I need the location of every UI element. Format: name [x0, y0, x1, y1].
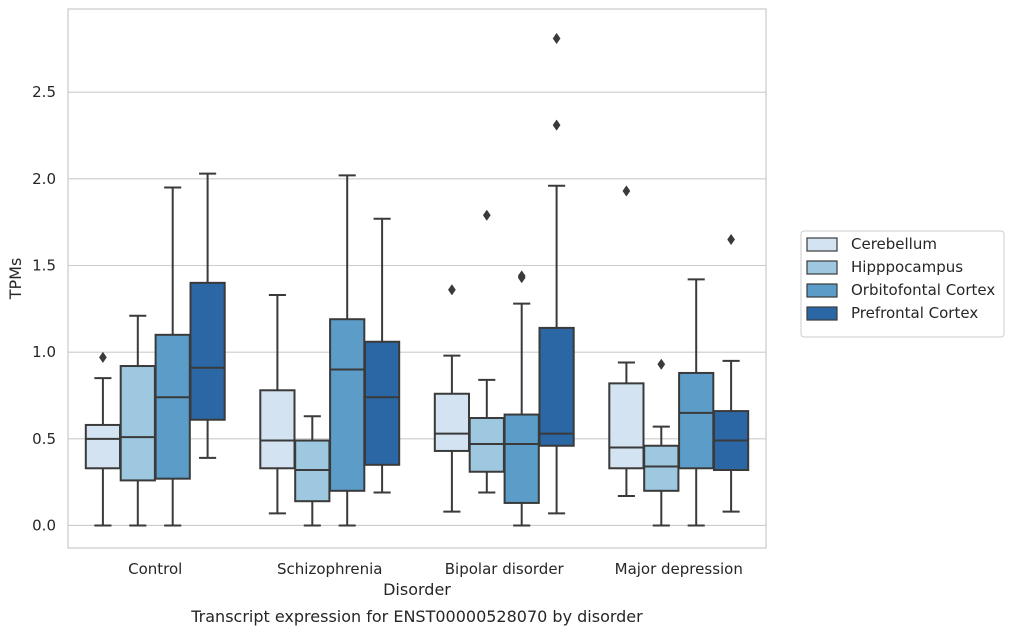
box-4-3 [538, 32, 575, 515]
box-body [329, 318, 366, 492]
box-4-1 [189, 172, 226, 459]
box-1-1 [84, 351, 122, 527]
outlier-point [552, 32, 561, 45]
legend: Cerebellum Hipppocampus Orbitofontal Corte… [800, 230, 1005, 338]
legend-label: Prefrontal Cortex [851, 304, 978, 322]
box-4-2 [363, 217, 401, 494]
legend-swatch [806, 306, 838, 321]
y-tick-label: 1.5 [32, 257, 56, 275]
legend-item: Orbitofontal Cortex [806, 281, 995, 299]
outlier-point [447, 284, 456, 296]
box-4-4 [712, 233, 750, 513]
legend-item: Cerebellum [806, 235, 937, 253]
legend-item: Prefrontal Cortex [806, 304, 978, 322]
box-2-3 [468, 209, 505, 494]
legend-swatch [806, 237, 838, 252]
legend-swatch [806, 260, 838, 275]
y-axis-label: TPMs [6, 258, 25, 301]
box-body [608, 382, 645, 470]
box-3-2 [329, 174, 366, 527]
box-1-4 [608, 185, 645, 498]
box-2-1 [119, 314, 156, 527]
chart-caption: Transcript expression for ENST0000052807… [190, 607, 643, 626]
box-body [433, 392, 471, 452]
outlier-point [727, 233, 736, 246]
y-tick-label: 2.5 [32, 83, 56, 101]
legend-label: Hipppocampus [851, 258, 963, 276]
legend-frame [800, 230, 1005, 338]
box-body [363, 340, 401, 466]
x-tick-label: Control [128, 560, 182, 578]
box-body [189, 281, 226, 421]
legend-item: Hipppocampus [806, 258, 963, 276]
legend-label: Orbitofontal Cortex [851, 281, 995, 299]
y-tick-label: 0.0 [32, 516, 56, 534]
box-1-3 [433, 284, 471, 513]
outlier-point [657, 358, 666, 370]
x-tick-label: Major depression [615, 560, 743, 578]
box-body [154, 333, 191, 480]
outlier-point [98, 351, 107, 363]
boxes [84, 32, 750, 527]
box-body [503, 413, 540, 504]
box-body [84, 423, 122, 470]
box-body [643, 444, 680, 492]
box-body [259, 389, 296, 470]
outlier-point [517, 270, 526, 282]
box-3-4 [678, 278, 715, 527]
outlier-point [552, 119, 561, 131]
legend-label: Cerebellum [851, 235, 937, 253]
box-3-1 [154, 186, 191, 527]
plot-area-frame [67, 8, 767, 549]
y-tick-label: 1.0 [32, 343, 56, 361]
box-body [678, 371, 715, 470]
outlier-point [482, 209, 491, 221]
box-body [538, 326, 575, 447]
outlier-point [622, 185, 631, 197]
box-1-2 [259, 293, 296, 515]
y-tick-label: 0.5 [32, 430, 56, 448]
box-body [119, 365, 156, 482]
tick-labels: 0.0 0.5 1.0 1.5 2.0 2.5 Control Schizophrenia Bi… [32, 83, 743, 578]
x-tick-label: Schizophrenia [277, 560, 382, 578]
y-tick-label: 2.0 [32, 170, 56, 188]
legend-swatch [806, 283, 838, 298]
x-tick-label: Bipolar disorder [445, 560, 565, 578]
box-3-3 [503, 270, 540, 527]
x-axis-label: Disorder [383, 580, 451, 599]
box-2-2 [294, 415, 331, 527]
